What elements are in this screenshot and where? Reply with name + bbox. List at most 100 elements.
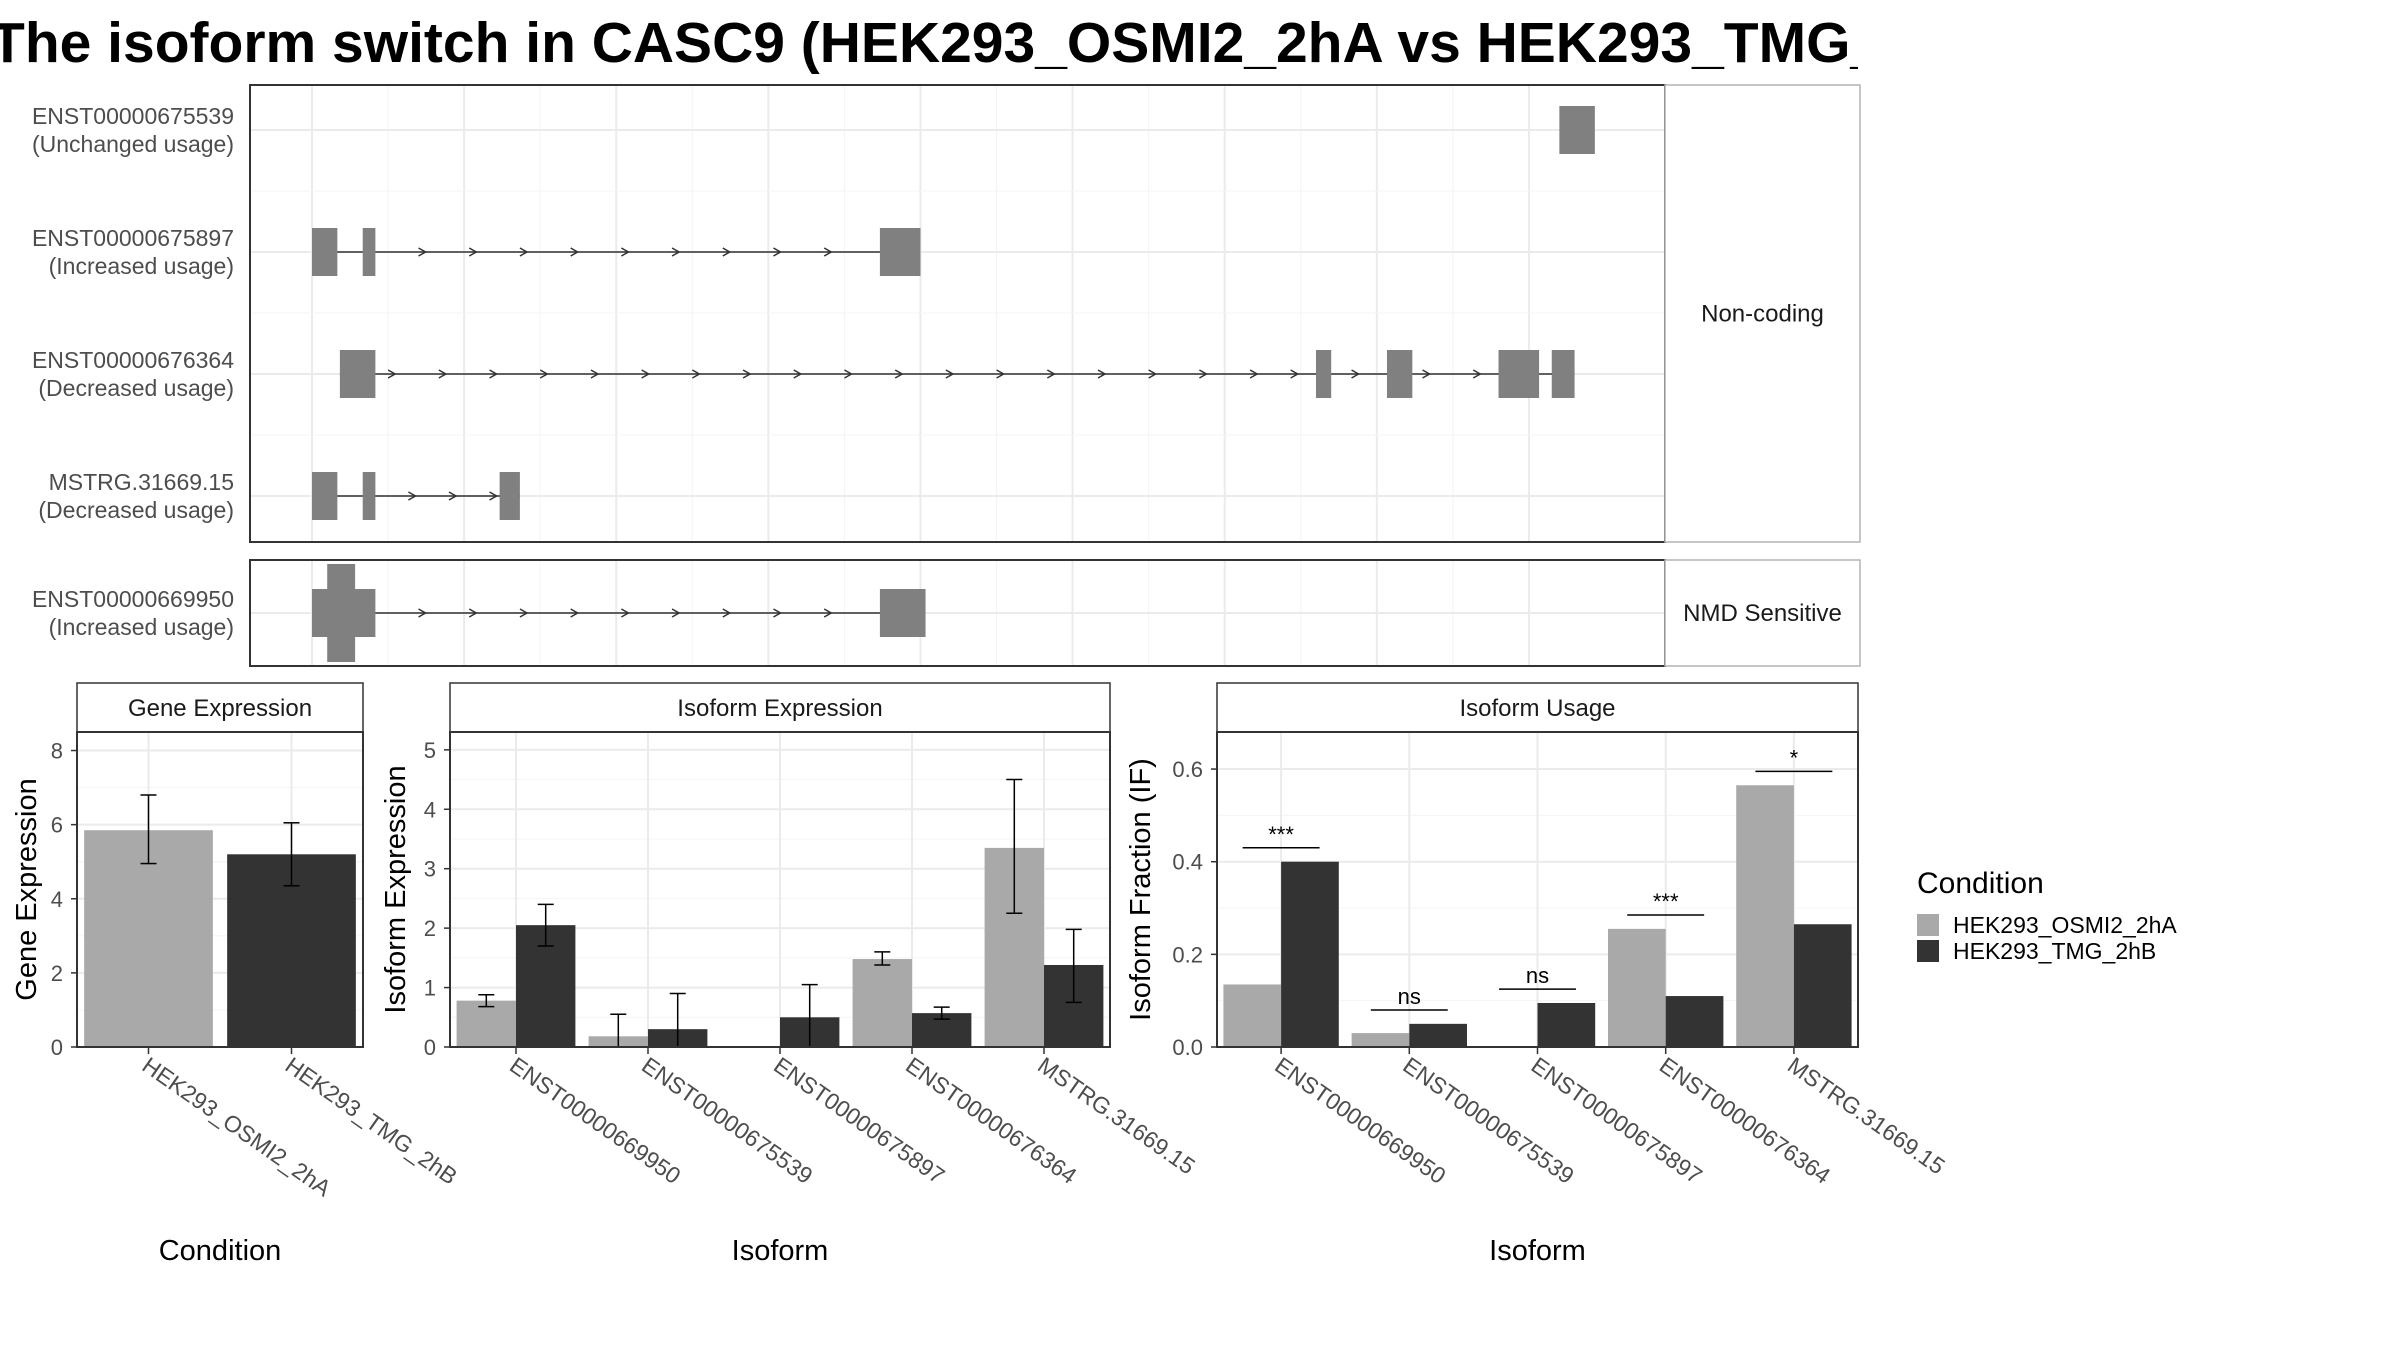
exon-block <box>879 228 921 276</box>
y-axis-label: Isoform Expression <box>380 765 412 1013</box>
intron-direction-arrow <box>722 608 732 618</box>
intron-direction-arrow <box>489 369 499 379</box>
exon-block <box>1551 350 1575 398</box>
y-tick-label: 3 <box>424 857 436 882</box>
exon-block <box>499 472 520 520</box>
y-tick-label: 4 <box>51 887 63 912</box>
legend-swatch <box>1917 914 1939 936</box>
transcript-id-label: MSTRG.31669.15 <box>49 469 234 495</box>
panel-strip <box>1216 682 1859 733</box>
exon-block <box>312 228 338 276</box>
intron-direction-arrow <box>722 247 732 257</box>
intron-direction-arrow <box>570 608 580 618</box>
intron-direction-arrow <box>621 608 630 618</box>
significance-label: ns <box>1398 984 1421 1009</box>
legend-title: Condition <box>1917 867 2044 900</box>
y-tick-label: 0.2 <box>1172 942 1203 967</box>
intron-direction-arrow <box>1249 369 1259 379</box>
bar <box>1608 928 1666 1047</box>
x-axis-label: Condition <box>159 1235 282 1267</box>
intron-direction-arrow <box>823 608 833 618</box>
transcript-usage-label: (Decreased usage) <box>38 375 234 401</box>
cds-block <box>327 564 356 662</box>
exon-block <box>312 472 338 520</box>
bar <box>1281 861 1339 1047</box>
intron-direction-arrow <box>773 247 783 257</box>
y-tick-label: 2 <box>424 916 436 941</box>
intron-direction-arrow <box>996 369 1006 379</box>
panel-title: Isoform Usage <box>1459 695 1615 722</box>
y-tick-label: 6 <box>51 813 63 838</box>
panel-title: Isoform Expression <box>677 695 882 722</box>
exon-block <box>339 350 376 398</box>
intron-direction-arrow <box>1199 369 1208 379</box>
intron-direction-arrow <box>773 608 783 618</box>
intron-direction-arrow <box>438 369 448 379</box>
intron-direction-arrow <box>1472 369 1482 379</box>
intron-direction-arrow <box>894 369 904 379</box>
bar <box>1665 996 1724 1047</box>
panel-title: Gene Expression <box>128 695 312 722</box>
intron-direction-arrow <box>691 369 701 379</box>
intron-direction-arrow <box>945 369 955 379</box>
y-tick-label: 4 <box>424 797 436 822</box>
exon-block <box>362 472 376 520</box>
exon-block <box>362 228 376 276</box>
intron-direction-arrow <box>823 247 833 257</box>
intron-direction-arrow <box>621 247 630 257</box>
significance-label: *** <box>1268 822 1294 847</box>
intron-direction-arrow <box>742 369 752 379</box>
intron-direction-arrow <box>468 247 478 257</box>
y-tick-label: 1 <box>424 976 436 1001</box>
intron-direction-arrow <box>1148 369 1158 379</box>
legend-swatch <box>1917 940 1939 962</box>
group-strip-noncoding <box>1664 84 1861 543</box>
intron-direction-arrow <box>539 369 549 379</box>
intron-direction-arrow <box>448 491 458 501</box>
intron-direction-arrow <box>489 491 499 501</box>
bar <box>1793 924 1852 1047</box>
figure-title: The isoform switch in CASC9 (HEK293_OSMI… <box>0 11 1858 75</box>
plot-border <box>449 731 1111 1048</box>
group-label-nmd: NMD Sensitive <box>1683 600 1842 627</box>
bar <box>1351 1033 1410 1047</box>
bar <box>456 1000 516 1047</box>
intron-direction-arrow <box>1351 369 1361 379</box>
x-axis-label: Isoform <box>732 1235 829 1267</box>
intron-direction-arrow <box>418 247 428 257</box>
group-strip-nmd <box>1664 559 1861 667</box>
y-tick-label: 8 <box>51 739 63 764</box>
intron-direction-arrow <box>671 247 681 257</box>
legend-item-label: HEK293_OSMI2_2hA <box>1953 912 2177 938</box>
panel-strip <box>76 682 364 733</box>
intron-direction-arrow <box>408 491 417 501</box>
bar <box>1537 1002 1596 1047</box>
intron-direction-arrow <box>387 369 397 379</box>
y-axis-label: Gene Expression <box>11 778 43 1000</box>
group-label-noncoding: Non-coding <box>1701 301 1824 328</box>
intron-direction-arrow <box>1097 369 1107 379</box>
y-tick-label: 0 <box>51 1035 63 1060</box>
significance-label: *** <box>1653 889 1679 914</box>
transcript-id-label: ENST00000669950 <box>32 586 234 612</box>
legend-item-label: HEK293_TMG_2hB <box>1953 938 2156 964</box>
plot-border <box>1216 731 1859 1048</box>
transcript-id-label: ENST00000675539 <box>32 103 234 129</box>
y-axis-label: Isoform Fraction (IF) <box>1125 758 1157 1021</box>
x-axis-label: Isoform <box>1489 1235 1586 1267</box>
significance-label: ns <box>1526 963 1549 988</box>
y-tick-label: 0.6 <box>1172 757 1203 782</box>
intron-direction-arrow <box>590 369 600 379</box>
transcript-usage-label: (Increased usage) <box>49 253 234 279</box>
exon-block <box>879 589 926 637</box>
panel-strip <box>449 682 1111 733</box>
intron-direction-arrow <box>793 369 803 379</box>
intron-direction-arrow <box>1290 369 1300 379</box>
significance-label: * <box>1790 745 1799 770</box>
bar <box>1736 785 1794 1047</box>
y-tick-label: 0 <box>424 1035 436 1060</box>
y-tick-label: 0.4 <box>1172 850 1203 875</box>
bar <box>84 830 213 1047</box>
transcript-id-label: ENST00000676364 <box>32 347 234 373</box>
